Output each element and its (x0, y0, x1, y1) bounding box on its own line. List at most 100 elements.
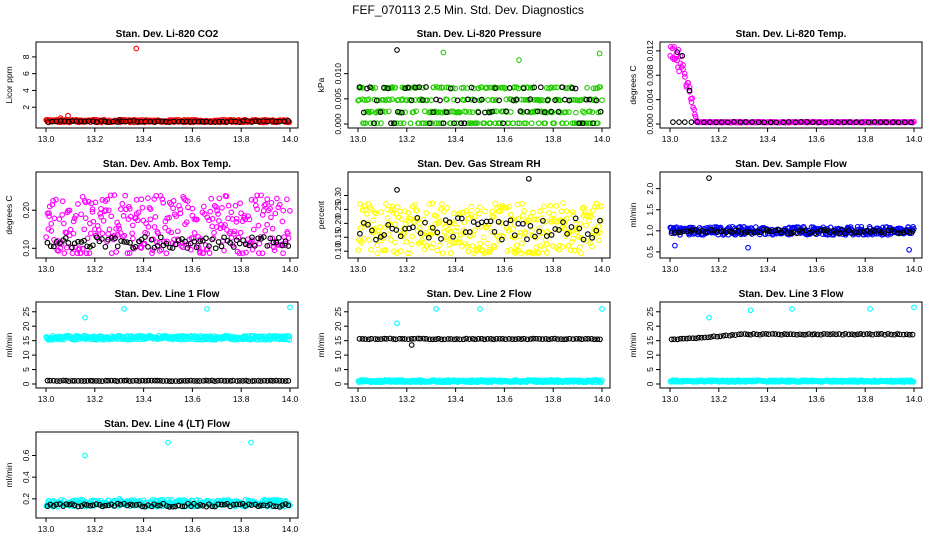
data-point-primary (248, 439, 254, 446)
data-point-black (481, 336, 488, 343)
y-tick-label: 8 (21, 54, 31, 59)
data-point-black (897, 230, 904, 236)
y-tick-label: 20 (645, 321, 655, 331)
data-point-black (276, 234, 282, 241)
data-point-black (215, 239, 222, 245)
data-point-primary (174, 228, 181, 235)
data-point-black (372, 336, 379, 342)
data-point-primary (532, 108, 539, 115)
data-point-black (197, 501, 204, 508)
data-point-primary (535, 120, 542, 127)
plot-frame (347, 171, 611, 259)
data-point-black (757, 331, 763, 338)
data-point-primary (280, 207, 287, 214)
data-point-black (227, 378, 234, 384)
data-point-black (676, 119, 682, 125)
data-point-black (702, 228, 709, 235)
data-point-black (559, 84, 566, 91)
y-tick-label: 25 (333, 307, 343, 317)
data-point-black (57, 240, 63, 247)
data-point-primary (392, 239, 399, 246)
data-point-primary (467, 232, 473, 239)
data-point-black (203, 377, 210, 384)
data-point-black (167, 244, 173, 251)
data-point-primary (569, 209, 576, 215)
data-point-black (867, 229, 874, 236)
data-point-primary (269, 225, 276, 232)
data-point-black (872, 228, 879, 235)
data-point-black (364, 85, 370, 92)
data-point-black (502, 336, 509, 343)
data-point-black (209, 236, 216, 243)
y-tick-label: 0.10 (21, 240, 31, 257)
data-point-primary (219, 205, 225, 211)
panel-5: Stan. Dev. Gas Stream RH percent 13.0 13.2 1… (316, 159, 611, 274)
data-point-primary (92, 226, 98, 233)
data-point-black (432, 336, 439, 343)
data-point-primary (497, 120, 503, 127)
data-point-primary (369, 226, 376, 233)
data-point-black (251, 242, 258, 249)
data-point-primary (170, 205, 176, 212)
data-point-black (212, 378, 218, 384)
data-point-primary (160, 199, 167, 206)
data-point-primary (561, 225, 568, 232)
data-point-black (285, 243, 292, 249)
data-point-primary (170, 198, 177, 204)
data-point-primary (99, 230, 106, 237)
data-point-black (847, 119, 853, 125)
data-point-primary (250, 226, 257, 233)
data-point-primary (70, 218, 77, 225)
data-point-black (182, 378, 188, 384)
data-point-primary (360, 120, 367, 127)
data-point-black (383, 336, 390, 342)
data-point-primary (390, 206, 396, 212)
x-tick-label: 14.0 (282, 524, 299, 534)
y-tick-label: 0.2 (21, 493, 31, 505)
x-tick-label: 13.8 (857, 134, 874, 144)
data-point-primary (86, 250, 93, 257)
data-point-black (169, 378, 176, 384)
data-point-primary (388, 237, 394, 243)
data-point-black (865, 119, 872, 126)
data-point-black (136, 378, 143, 384)
data-point-black (811, 331, 818, 337)
x-tick-label: 13.2 (399, 264, 416, 274)
data-point-primary (541, 246, 547, 253)
panel-4: Stan. Dev. Amb. Box Temp. degrees C 13.0 13… (4, 159, 299, 274)
data-point-black (405, 336, 412, 343)
data-point-primary (176, 202, 182, 209)
data-point-primary (433, 213, 439, 219)
data-point-black (720, 332, 727, 339)
data-point-black (117, 377, 124, 384)
data-point-black (864, 227, 870, 234)
data-point-black (555, 109, 562, 115)
data-point-black (743, 119, 749, 125)
data-point-black (765, 331, 772, 338)
data-point-black (726, 228, 733, 235)
data-point-primary (468, 203, 475, 210)
panel-9: Stan. Dev. Line 3 Flow ml/min 13.0 13.2 13.4… (628, 289, 923, 404)
data-point-black (53, 239, 60, 245)
data-point-black (175, 118, 182, 125)
data-point-primary (413, 215, 420, 222)
data-point-primary (461, 219, 468, 226)
data-point-primary (116, 495, 123, 502)
data-point-primary (195, 244, 202, 251)
data-point-black (857, 229, 864, 235)
data-point-primary (286, 119, 293, 125)
x-tick-label: 13.8 (233, 134, 250, 144)
data-point-primary (245, 213, 251, 219)
data-point-black (794, 331, 800, 338)
data-point-primary (566, 109, 572, 115)
data-point-primary (163, 250, 170, 257)
data-point-primary (436, 84, 443, 91)
data-point-black (540, 217, 546, 224)
data-point-black (261, 377, 268, 384)
data-point-black (426, 336, 433, 343)
data-point-primary (466, 109, 473, 115)
data-point-black (406, 225, 413, 232)
data-point-black (698, 334, 705, 341)
data-point-black (249, 234, 255, 241)
data-point-black (754, 228, 761, 235)
